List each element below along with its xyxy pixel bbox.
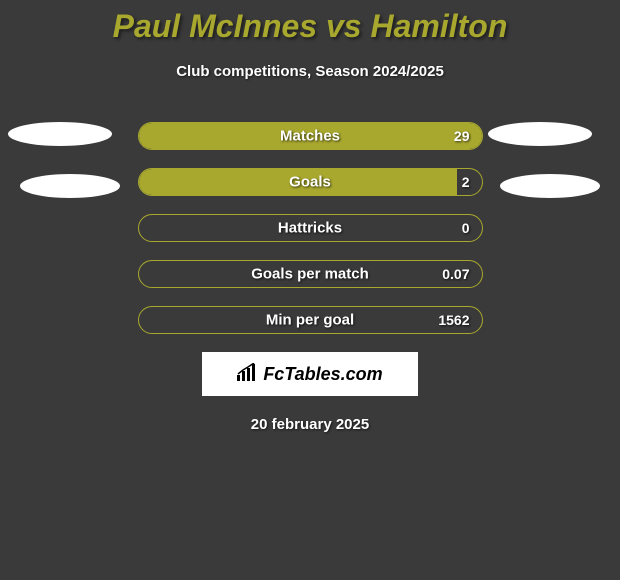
stat-value: 29 [454, 128, 470, 144]
chart-icon [237, 363, 259, 386]
decorative-ellipse [488, 122, 592, 146]
logo-text: FcTables.com [263, 364, 382, 385]
decorative-ellipse [8, 122, 112, 146]
stat-value: 2 [462, 174, 470, 190]
stat-label: Goals per match [251, 266, 369, 283]
stat-label: Matches [280, 128, 340, 145]
logo-box: FcTables.com [202, 352, 418, 396]
page-title: Paul McInnes vs Hamilton [0, 8, 620, 45]
decorative-ellipse [20, 174, 120, 198]
stat-rows: Matches 29 Goals 2 Hattricks 0 Goals per match… [138, 122, 483, 334]
logo: FcTables.com [237, 363, 382, 386]
stat-row: Min per goal 1562 [138, 306, 483, 334]
stat-row: Hattricks 0 [138, 214, 483, 242]
infographic-container: Paul McInnes vs Hamilton Club competitio… [0, 0, 620, 433]
stat-row: Goals 2 [138, 168, 483, 196]
stats-area: Matches 29 Goals 2 Hattricks 0 Goals per match… [0, 122, 620, 334]
stat-label: Hattricks [278, 220, 342, 237]
stat-value: 0.07 [442, 266, 469, 282]
subtitle: Club competitions, Season 2024/2025 [0, 63, 620, 80]
stat-row: Matches 29 [138, 122, 483, 150]
decorative-ellipse [500, 174, 600, 198]
stat-value: 0 [462, 220, 470, 236]
stat-label: Min per goal [266, 312, 354, 329]
stat-value: 1562 [438, 312, 469, 328]
stat-row: Goals per match 0.07 [138, 260, 483, 288]
stat-label: Goals [289, 174, 331, 191]
date-text: 20 february 2025 [0, 416, 620, 433]
